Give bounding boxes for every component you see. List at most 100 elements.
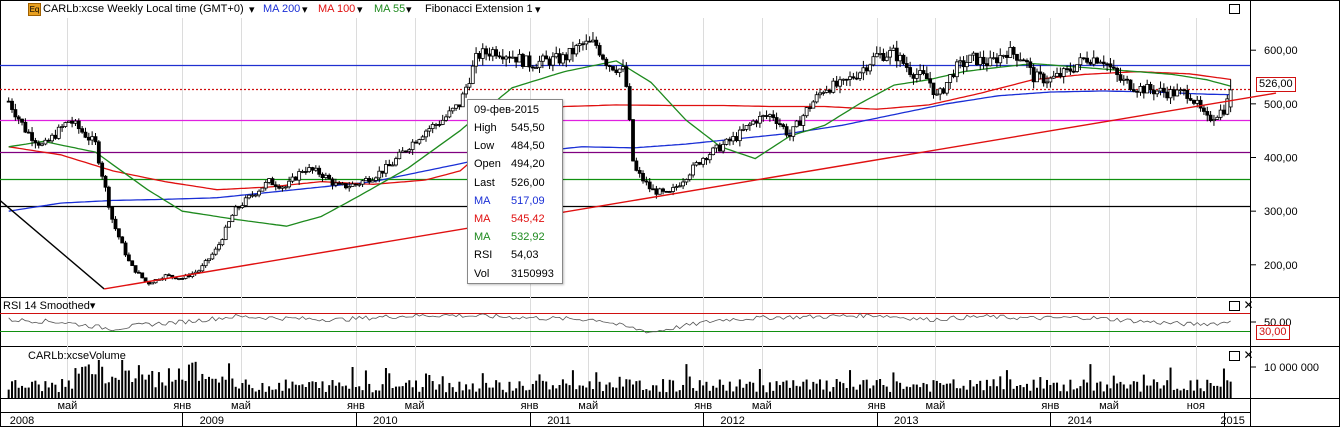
tooltip-key: Low (474, 140, 495, 153)
maximize-icon[interactable] (1229, 4, 1240, 14)
rsi-close-icon[interactable]: ✕ (1243, 298, 1254, 312)
month-label-5: янв (521, 400, 539, 412)
candle-body-139 (470, 65, 475, 84)
legend-fibonacci[interactable]: Fibonacci Extension 1 (425, 3, 533, 15)
candle-body-11 (43, 139, 48, 145)
candle-body-78 (267, 178, 271, 183)
candle-body-135 (457, 104, 462, 108)
candle-body-248 (834, 80, 839, 87)
candle-body-173 (584, 40, 589, 45)
legend-fib-dropdown-icon[interactable]: ▾ (535, 4, 541, 16)
candle-body-89 (303, 171, 308, 173)
tooltip-value: 545,50 (511, 122, 545, 134)
candle-body-283 (951, 74, 956, 78)
candle-body-258 (868, 64, 872, 72)
candle-body-97 (330, 178, 335, 186)
candle-body-344 (1155, 90, 1160, 95)
candle-body-325 (1091, 57, 1096, 65)
candle-body-277 (931, 82, 936, 96)
candle-body-271 (911, 74, 916, 79)
tooltip-value: 3150993 (511, 267, 554, 280)
candle-body-208 (701, 157, 706, 165)
candle-body-64 (220, 239, 225, 246)
candle-body-77 (263, 182, 268, 189)
candle-body-114 (387, 164, 392, 167)
candle-body-147 (497, 55, 502, 58)
legend-ma200[interactable]: MA 200 (263, 3, 301, 15)
legend-ma200-dropdown-icon[interactable]: ▾ (302, 4, 308, 16)
rsi-pane (0, 312, 1250, 334)
candle-body-333 (1118, 74, 1123, 81)
volume-maximize-icon[interactable] (1229, 351, 1240, 361)
candle-body-30 (106, 186, 111, 208)
candle-body-229 (771, 114, 776, 118)
year-label-3: 2011 (547, 415, 571, 427)
volume-pane (7, 360, 1232, 398)
candle-body-96 (327, 174, 332, 180)
legend-ma100-dropdown-icon[interactable]: ▾ (357, 4, 363, 16)
candle-body-320 (1075, 64, 1079, 72)
candle-body-106 (360, 180, 365, 185)
candle-body-162 (547, 58, 552, 66)
candle-body-279 (938, 88, 943, 95)
candle-body-16 (60, 126, 64, 128)
candle-body-264 (888, 50, 892, 58)
candle-body-224 (754, 120, 759, 124)
tooltip-key: MA (474, 213, 491, 225)
candle-body-52 (180, 278, 185, 280)
candle-body-86 (293, 176, 298, 181)
candle-body-232 (781, 124, 786, 127)
legend-dropdown-icon[interactable]: ▾ (249, 4, 255, 16)
candle-body-84 (287, 180, 292, 188)
candle-body-90 (307, 167, 312, 173)
candle-body-124 (420, 136, 425, 141)
candle-body-35 (123, 242, 128, 256)
candle-body-327 (1098, 61, 1103, 64)
candle-body-240 (808, 107, 812, 109)
price-tick-label-4: 200,00 (1264, 260, 1298, 272)
candle-body-105 (357, 183, 362, 186)
tooltip-value: 526,00 (511, 176, 545, 189)
volume-close-icon[interactable]: ✕ (1243, 348, 1254, 362)
legend-ma100[interactable]: MA 100 (318, 3, 356, 15)
year-label-1: 2009 (200, 415, 224, 427)
candle-body-0 (6, 100, 11, 103)
candle-body-31 (110, 206, 115, 220)
candle-body-282 (948, 74, 953, 83)
price-tick-label-3: 300,00 (1264, 206, 1298, 218)
legend-ma55[interactable]: MA 55 (374, 3, 406, 15)
fibonacci-lines[interactable] (0, 92, 1277, 290)
candle-body-38 (133, 265, 138, 273)
candle-body-83 (283, 186, 288, 189)
candle-body-75 (257, 190, 261, 196)
candle-body-9 (36, 142, 41, 146)
candle-body-110 (374, 177, 378, 181)
candle-body-8 (33, 140, 38, 144)
candle-body-177 (597, 45, 602, 56)
candle-body-249 (838, 79, 842, 87)
rsi-title[interactable]: RSI 14 Smoothed▾ (3, 299, 95, 312)
candle-body-188 (634, 160, 639, 171)
candle-body-280 (941, 88, 946, 94)
candle-body-178 (601, 54, 605, 60)
rsi-maximize-icon[interactable] (1229, 301, 1240, 311)
rsi-dropdown-icon[interactable]: ▾ (89, 300, 96, 312)
candle-body-233 (784, 126, 789, 136)
candle-body-62 (213, 248, 218, 255)
candle-body-250 (841, 78, 846, 81)
candle-body-6 (26, 131, 31, 134)
candle-body-303 (1018, 59, 1023, 62)
candle-body-306 (1028, 61, 1033, 68)
month-label-7: янв (694, 400, 712, 412)
candle-body-350 (1175, 89, 1180, 97)
candle-body-209 (704, 157, 709, 161)
candle-body-340 (1141, 86, 1146, 94)
legend-symbol[interactable]: CARLb:xcse Weekly Local time (GMT+0) (43, 3, 244, 15)
legend-ma55-dropdown-icon[interactable]: ▾ (406, 4, 412, 16)
candle-body-158 (534, 67, 539, 70)
tooltip-date: 09-фев-2015 (474, 104, 540, 116)
candle-body-334 (1121, 78, 1126, 81)
month-label-13: ноя (1187, 400, 1205, 412)
year-label-7: 2015 (1220, 415, 1244, 427)
